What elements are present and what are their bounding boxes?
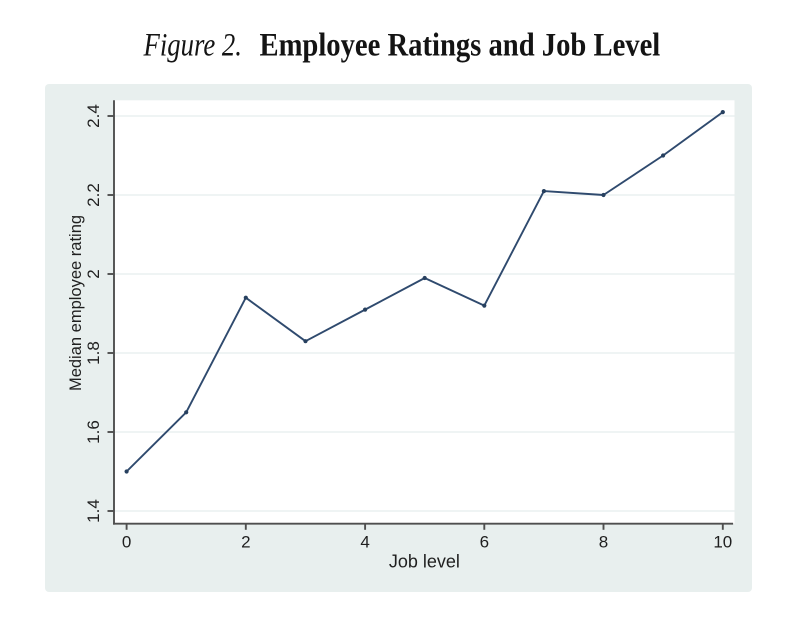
svg-text:2: 2	[241, 533, 250, 552]
svg-text:1.4: 1.4	[84, 499, 103, 523]
svg-text:1.6: 1.6	[84, 420, 103, 444]
svg-text:4: 4	[360, 533, 369, 552]
svg-text:0: 0	[122, 533, 131, 552]
svg-text:Job level: Job level	[389, 552, 460, 572]
svg-text:2.2: 2.2	[84, 183, 103, 207]
svg-text:10: 10	[713, 533, 732, 552]
svg-text:6: 6	[480, 533, 489, 552]
svg-text:Median employee rating: Median employee rating	[67, 215, 85, 391]
svg-text:Employee Ratings and Job Level: Employee Ratings and Job Level	[260, 26, 661, 63]
svg-text:2.4: 2.4	[84, 104, 103, 128]
svg-text:2: 2	[84, 269, 103, 278]
svg-text:8: 8	[599, 533, 608, 552]
svg-text:Figure 2.: Figure 2.	[143, 27, 242, 63]
svg-text:1.8: 1.8	[84, 341, 103, 365]
